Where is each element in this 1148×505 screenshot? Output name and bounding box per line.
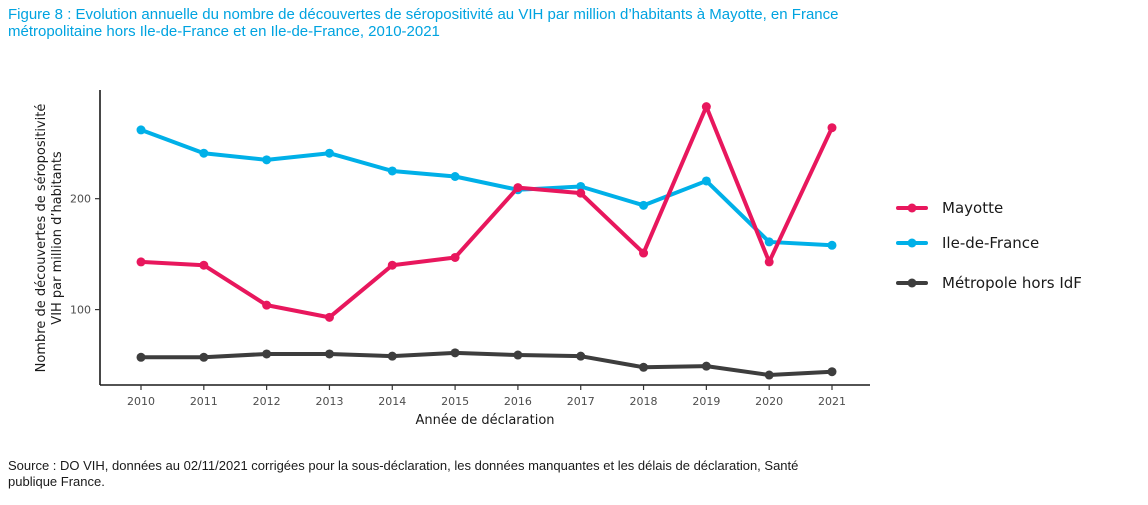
data-point-metropole-hors-idf bbox=[450, 348, 460, 358]
x-tick-label: 2011 bbox=[190, 395, 218, 408]
data-point-mayotte bbox=[513, 183, 523, 193]
data-point-ile-de-france bbox=[324, 148, 334, 158]
x-tick-label: 2012 bbox=[253, 395, 281, 408]
source-line1: Source : DO VIH, données au 02/11/2021 c… bbox=[8, 458, 799, 473]
legend-key-marker bbox=[907, 203, 917, 213]
legend-label: Ile-de-France bbox=[942, 234, 1039, 252]
legend-item: Métropole hors IdF bbox=[896, 274, 1082, 292]
data-point-metropole-hors-idf bbox=[513, 350, 523, 360]
data-point-metropole-hors-idf bbox=[136, 352, 146, 362]
x-tick-label: 2010 bbox=[127, 395, 155, 408]
x-tick-label: 2018 bbox=[630, 395, 658, 408]
x-tick-label: 2016 bbox=[504, 395, 532, 408]
data-point-mayotte bbox=[387, 260, 397, 270]
data-point-ile-de-france bbox=[262, 155, 272, 165]
legend-item: Mayotte bbox=[896, 199, 1003, 217]
x-tick-label: 2013 bbox=[315, 395, 343, 408]
series-mayotte bbox=[136, 102, 837, 322]
data-point-metropole-hors-idf bbox=[324, 349, 334, 359]
x-tick-label: 2020 bbox=[755, 395, 783, 408]
series-ile-de-france bbox=[136, 125, 837, 250]
figure-title-line1: Figure 8 : Evolution annuelle du nombre … bbox=[8, 6, 839, 23]
x-ticks: 2010 2011 2012 2013 2014 2015 2016 2017 2018 2019… bbox=[127, 385, 846, 408]
data-point-mayotte bbox=[199, 260, 209, 270]
data-point-metropole-hors-idf bbox=[387, 351, 397, 361]
legend-item: Ile-de-France bbox=[896, 234, 1039, 252]
data-point-ile-de-france bbox=[450, 172, 460, 182]
series-metropole-hors-idf bbox=[136, 348, 837, 380]
data-point-ile-de-france bbox=[136, 125, 146, 135]
x-tick-label: 2019 bbox=[692, 395, 720, 408]
series-line-mayotte bbox=[139, 104, 834, 320]
y-ticks: 100 200 bbox=[70, 193, 100, 317]
legend-label: Métropole hors IdF bbox=[942, 274, 1082, 292]
data-point-mayotte bbox=[136, 257, 146, 267]
data-point-metropole-hors-idf bbox=[199, 352, 209, 362]
figure-title: Figure 8 : Evolution annuelle du nombre … bbox=[8, 6, 1138, 40]
x-axis-title: Année de déclaration bbox=[415, 413, 554, 428]
data-point-metropole-hors-idf bbox=[827, 367, 837, 377]
x-tick-label: 2014 bbox=[378, 395, 406, 408]
data-point-metropole-hors-idf bbox=[262, 349, 272, 359]
data-point-ile-de-france bbox=[764, 237, 774, 247]
y-tick-label: 100 bbox=[70, 304, 91, 317]
figure-title-line2: métropolitaine hors Ile-de-France et en … bbox=[8, 23, 440, 40]
source-note: Source : DO VIH, données au 02/11/2021 c… bbox=[8, 458, 1133, 490]
data-point-mayotte bbox=[324, 312, 334, 322]
data-point-metropole-hors-idf bbox=[764, 370, 774, 380]
y-tick-label: 200 bbox=[70, 193, 91, 206]
data-point-mayotte bbox=[639, 248, 649, 258]
legend: Mayotte Ile-de-France Métropole hors IdF bbox=[896, 199, 1082, 292]
series-line-ile-de-france bbox=[139, 127, 834, 248]
chart-axes bbox=[99, 90, 870, 386]
series-line-metropole-hors-idf bbox=[139, 350, 834, 378]
data-point-ile-de-france bbox=[639, 200, 649, 210]
source-line2: publique France. bbox=[8, 474, 105, 489]
data-point-ile-de-france bbox=[199, 148, 209, 158]
legend-key-marker bbox=[907, 238, 917, 248]
data-point-metropole-hors-idf bbox=[701, 361, 711, 371]
x-tick-label: 2017 bbox=[567, 395, 595, 408]
series-group bbox=[136, 102, 837, 380]
legend-key-marker bbox=[907, 278, 917, 288]
data-point-ile-de-france bbox=[701, 176, 711, 186]
data-point-metropole-hors-idf bbox=[639, 362, 649, 372]
x-tick-label: 2015 bbox=[441, 395, 469, 408]
data-point-mayotte bbox=[764, 257, 774, 267]
data-point-mayotte bbox=[827, 123, 837, 133]
data-point-mayotte bbox=[262, 300, 272, 310]
data-point-mayotte bbox=[576, 188, 586, 198]
data-point-mayotte bbox=[450, 252, 460, 262]
y-axis-title-line2: VIH par million d’habitants bbox=[50, 151, 65, 325]
data-point-mayotte bbox=[701, 102, 711, 112]
x-tick-label: 2021 bbox=[818, 395, 846, 408]
data-point-ile-de-france bbox=[827, 240, 837, 250]
data-point-ile-de-france bbox=[576, 181, 586, 191]
data-point-metropole-hors-idf bbox=[576, 351, 586, 361]
y-axis-title-line1: Nombre de découvertes de séropositivité bbox=[34, 104, 49, 373]
legend-label: Mayotte bbox=[942, 199, 1003, 217]
data-point-ile-de-france bbox=[387, 166, 397, 176]
